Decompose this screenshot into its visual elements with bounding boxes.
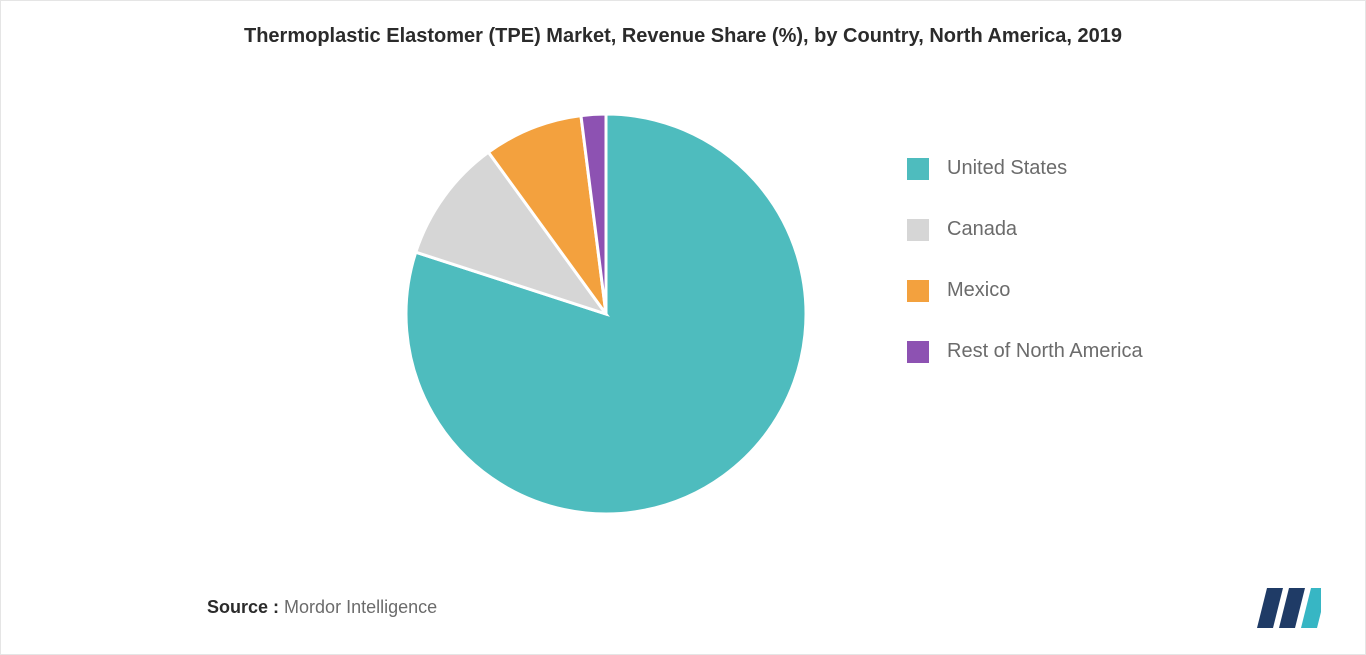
chart-title: Thermoplastic Elastomer (TPE) Market, Re… [1,1,1365,48]
source-label: Source : [207,597,279,617]
legend-item: Mexico [907,279,1143,302]
chart-area: United States Canada Mexico Rest of North A… [1,97,1365,537]
legend-label: United States [947,157,1067,180]
logo-icon [1257,588,1321,628]
pie-wrap [401,109,811,519]
legend-label: Canada [947,218,1017,241]
legend-swatch [907,219,929,241]
legend-label: Rest of North America [947,340,1143,363]
chart-card: Thermoplastic Elastomer (TPE) Market, Re… [0,0,1366,655]
logo-bar [1301,588,1321,628]
logo-bar [1279,588,1305,628]
legend-item: Rest of North America [907,340,1143,363]
logo-bar [1257,588,1283,628]
source-value: Mordor Intelligence [284,597,437,617]
legend-label: Mexico [947,279,1010,302]
legend-swatch [907,158,929,180]
legend-swatch [907,280,929,302]
legend-item: Canada [907,218,1143,241]
source-footer: Source : Mordor Intelligence [207,597,437,618]
legend-item: United States [907,157,1143,180]
legend-swatch [907,341,929,363]
legend: United States Canada Mexico Rest of North A… [907,157,1143,401]
brand-logo [1257,588,1321,628]
pie-chart [401,109,811,519]
